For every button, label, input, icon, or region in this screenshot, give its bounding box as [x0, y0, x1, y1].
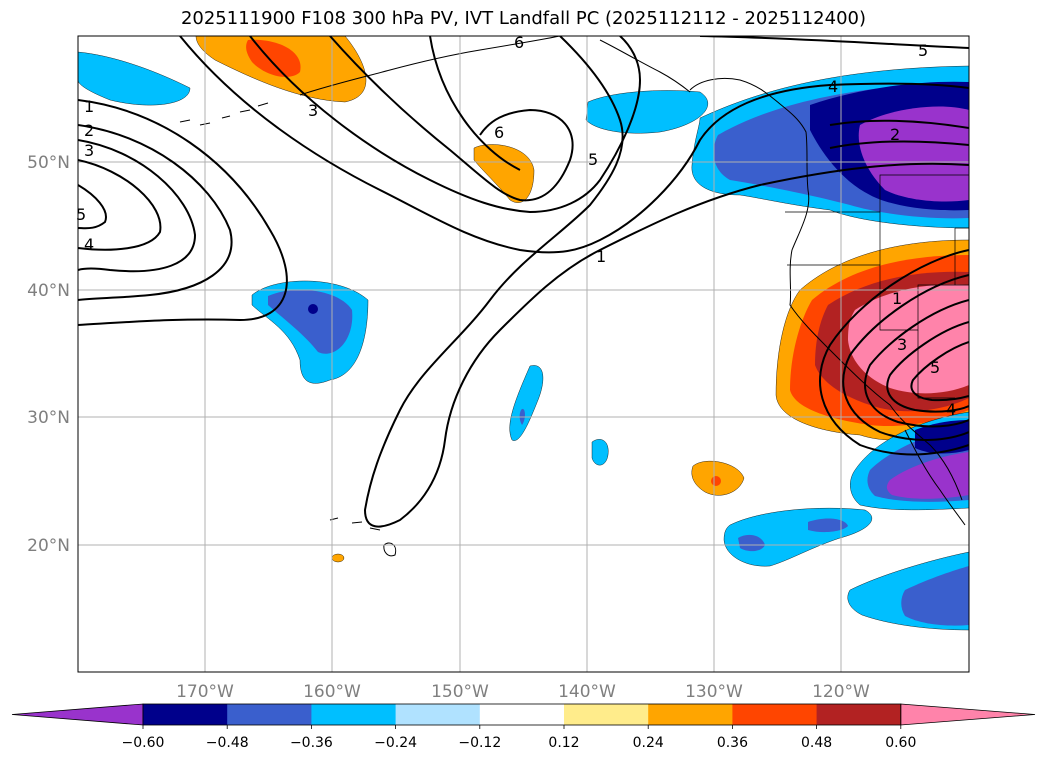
colorbar-tick-label: −0.48: [206, 735, 249, 751]
contour-label: 6: [494, 123, 504, 142]
colorbar-frame: [142, 703, 902, 726]
contour-label: 4: [946, 400, 956, 419]
longitude-labels: 170°W 160°W 150°W 140°W 130°W 120°W: [176, 682, 870, 702]
colorbar-box: [227, 704, 312, 725]
colorbar-box: [395, 704, 481, 725]
lon-label: 140°W: [558, 682, 616, 702]
colorbar-tick-label: 0.48: [801, 735, 832, 751]
contour-label: 2: [84, 121, 94, 140]
colorbar-extend-right: [900, 703, 1036, 726]
contour-label: 5: [588, 150, 598, 169]
colorbar-box: [816, 704, 902, 725]
latitude-labels: 50°N 40°N 30°N 20°N: [27, 153, 70, 556]
contour-label: 3: [897, 335, 907, 354]
contour-label: 1: [892, 289, 902, 308]
lat-label: 40°N: [27, 281, 70, 301]
contour-label: 5: [930, 358, 940, 377]
contour-label: 3: [84, 141, 94, 160]
contour-label: 5: [76, 205, 86, 224]
gridlines: [78, 36, 969, 672]
contour-label: 5: [918, 41, 928, 60]
lon-label: 170°W: [176, 682, 234, 702]
lon-label: 120°W: [812, 682, 870, 702]
contour-label: 1: [596, 247, 606, 266]
colorbar: −0.60 −0.48 −0.36 −0.24 −0.12 0.12 0.24 0.36 0.4…: [11, 703, 1036, 751]
pv-shading: [78, 36, 969, 631]
contour-label: 4: [828, 77, 838, 96]
colorbar-tick-label: −0.36: [290, 735, 333, 751]
colorbar-tick-label: 0.36: [717, 735, 748, 751]
colorbar-tick-label: −0.60: [122, 735, 165, 751]
lon-label: 160°W: [303, 682, 361, 702]
colorbar-box: [648, 704, 733, 725]
coastlines: [179, 36, 969, 557]
ivt-contours: [78, 36, 969, 528]
lat-label: 20°N: [27, 536, 70, 556]
lon-label: 150°W: [431, 682, 489, 702]
colorbar-box: [732, 704, 818, 725]
contour-label: 1: [84, 97, 94, 116]
colorbar-tick-label: −0.12: [458, 735, 501, 751]
contour-label: 4: [84, 235, 94, 254]
map-frame: [77, 35, 970, 673]
colorbar-box: [143, 704, 228, 725]
colorbar-tick-label: 0.12: [548, 735, 579, 751]
contour-label: 3: [308, 101, 318, 120]
colorbar-box: [479, 704, 565, 725]
colorbar-extend-left: [11, 703, 144, 726]
lat-label: 50°N: [27, 153, 70, 173]
colorbar-tick-label: −0.24: [374, 735, 417, 751]
lat-label: 30°N: [27, 408, 70, 428]
contour-label: 6: [514, 33, 524, 52]
colorbar-tick-label: 0.60: [885, 735, 916, 751]
map-title: 2025111900 F108 300 hPa PV, IVT Landfall…: [180, 8, 867, 29]
contour-labels: 1 2 3 5 4 3 6 6 5 1 5 4 2 1 3 5 4: [76, 33, 956, 419]
lon-label: 130°W: [685, 682, 743, 702]
colorbar-box: [564, 704, 649, 725]
contour-label: 2: [890, 125, 900, 144]
colorbar-box: [311, 704, 397, 725]
colorbar-tick-label: 0.24: [633, 735, 664, 751]
